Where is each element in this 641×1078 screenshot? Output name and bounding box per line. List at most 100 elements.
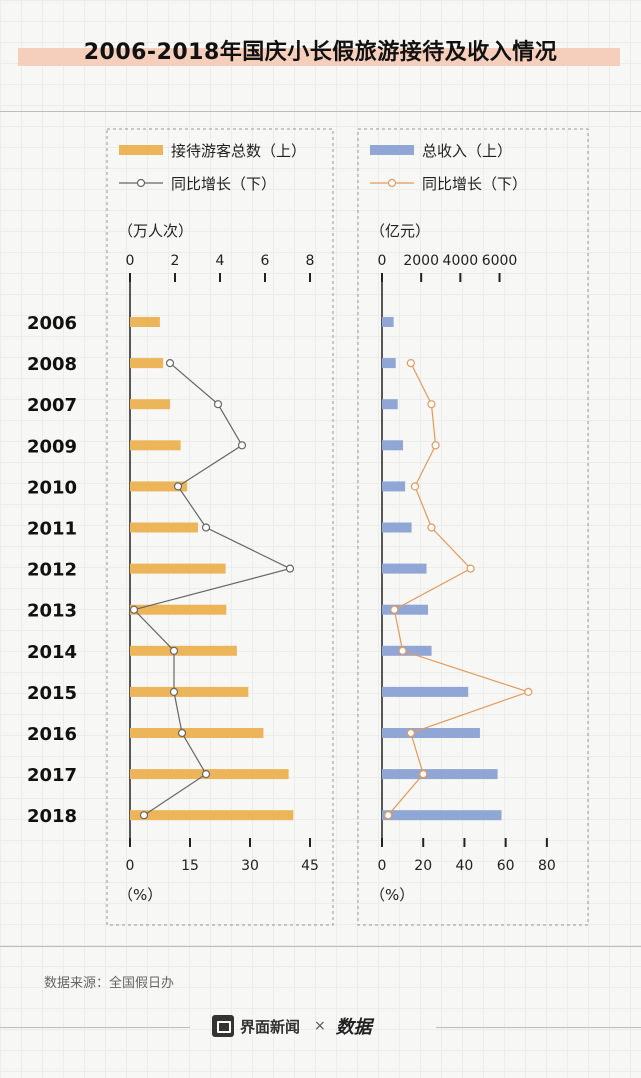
footer-brand: 界面新闻 × 数据 bbox=[212, 1013, 372, 1039]
year-label: 2008 bbox=[27, 354, 77, 375]
revenue-bottom-tick-label: 20 bbox=[414, 858, 432, 874]
revenue-bar bbox=[382, 728, 480, 738]
revenue-bottom-tick-label: 0 bbox=[378, 858, 387, 874]
data-source-note: 数据来源：全国假日办 bbox=[44, 976, 175, 991]
revenue-growth-point bbox=[406, 728, 415, 738]
visitors-bottom-tick-label: 0 bbox=[126, 858, 135, 874]
visitors-growth-point bbox=[177, 728, 187, 738]
revenue-bar bbox=[382, 399, 398, 410]
revenue-growth-point bbox=[406, 359, 415, 368]
visitors-bar bbox=[130, 563, 226, 574]
visitors-legend-bar-label: 接待游客总数（上） bbox=[171, 142, 306, 160]
visitors-top-tick-label: 6 bbox=[261, 253, 270, 269]
visitors-bar bbox=[130, 440, 181, 451]
revenue-bottom-tick-label: 60 bbox=[497, 858, 515, 874]
revenue-bottom-axis-label: （%） bbox=[370, 886, 414, 904]
revenue-top-tick-label: 6000 bbox=[482, 253, 518, 269]
visitors-growth-point bbox=[169, 646, 179, 655]
visitors-bar bbox=[130, 399, 171, 410]
visitors-growth-point bbox=[139, 811, 149, 820]
revenue-bar bbox=[382, 317, 394, 327]
revenue-top-axis-label: （亿元） bbox=[370, 222, 430, 240]
visitors-bar bbox=[130, 317, 160, 327]
visitors-panel-frame bbox=[106, 128, 334, 926]
revenue-panel-frame bbox=[357, 128, 589, 926]
revenue-legend-bar-swatch bbox=[370, 145, 414, 155]
revenue-growth-point bbox=[431, 441, 440, 450]
year-label: 2012 bbox=[27, 560, 77, 581]
header-divider bbox=[0, 111, 641, 112]
visitors-legend-bar-swatch bbox=[119, 145, 163, 155]
visitors-growth-point bbox=[129, 605, 139, 614]
visitors-top-tick-label: 2 bbox=[171, 253, 180, 269]
title-highlight-band bbox=[18, 48, 620, 66]
visitors-bottom-tick-label: 30 bbox=[241, 858, 259, 874]
revenue-growth-point bbox=[466, 564, 475, 573]
revenue-bar bbox=[382, 563, 427, 574]
visitors-bar bbox=[130, 358, 164, 369]
visitors-growth-point bbox=[201, 523, 211, 532]
visitors-top-axis-label: （万人次） bbox=[118, 222, 193, 240]
visitors-growth-point bbox=[213, 400, 223, 409]
brand-name: 界面新闻 bbox=[240, 1017, 301, 1036]
footer-rule-right bbox=[436, 1027, 641, 1028]
revenue-legend-line-marker bbox=[387, 178, 397, 188]
revenue-bar bbox=[382, 769, 498, 780]
visitors-growth-line bbox=[132, 362, 292, 816]
year-label: 2018 bbox=[27, 806, 77, 827]
visitors-growth-point bbox=[237, 441, 247, 450]
revenue-bottom-tick-label: 80 bbox=[538, 858, 556, 874]
revenue-growth-point bbox=[524, 687, 533, 697]
visitors-bar bbox=[130, 481, 188, 492]
visitors-top-tick-label: 0 bbox=[126, 253, 135, 269]
visitors-top-tick-label: 4 bbox=[216, 253, 225, 269]
visitors-growth-point bbox=[165, 359, 175, 368]
revenue-growth-point bbox=[427, 523, 436, 532]
revenue-growth-point bbox=[410, 482, 420, 491]
visitors-bottom-tick-label: 15 bbox=[181, 858, 199, 874]
revenue-growth-point bbox=[398, 646, 407, 655]
year-label: 2015 bbox=[27, 683, 77, 704]
revenue-top-tick-label: 0 bbox=[378, 253, 387, 269]
revenue-bar bbox=[382, 604, 429, 615]
year-label: 2017 bbox=[27, 765, 77, 786]
revenue-growth-point bbox=[384, 811, 393, 820]
year-label: 2009 bbox=[27, 436, 77, 457]
visitors-top-tick-label: 8 bbox=[306, 253, 315, 269]
visitors-bottom-axis-label: （%） bbox=[118, 886, 162, 904]
revenue-growth-point bbox=[419, 769, 428, 779]
revenue-growth-point bbox=[390, 605, 399, 614]
visitors-bar bbox=[130, 728, 264, 738]
revenue-top-tick-label: 2000 bbox=[403, 253, 439, 269]
revenue-bar bbox=[382, 645, 432, 656]
revenue-bar bbox=[382, 686, 469, 697]
revenue-growth-line bbox=[387, 362, 531, 816]
year-label: 2013 bbox=[27, 601, 77, 622]
year-label: 2016 bbox=[27, 724, 77, 745]
visitors-growth-point bbox=[173, 482, 183, 491]
revenue-legend-bar-label: 总收入（上） bbox=[422, 142, 512, 160]
revenue-legend-line-label: 同比增长（下） bbox=[422, 175, 527, 193]
revenue-bar bbox=[382, 810, 502, 821]
visitors-bar bbox=[130, 686, 249, 697]
chart-canvas: 2006200820072009201020112012201320142015… bbox=[27, 128, 589, 926]
year-label: 2010 bbox=[27, 477, 77, 498]
revenue-bottom-tick-label: 40 bbox=[456, 858, 474, 874]
visitors-bar bbox=[130, 522, 198, 533]
visitors-growth-point bbox=[201, 769, 211, 779]
visitors-bar bbox=[130, 645, 237, 656]
jiemian-logo-icon bbox=[212, 1015, 234, 1037]
revenue-bar bbox=[382, 481, 406, 492]
revenue-bar bbox=[382, 440, 403, 451]
datamine-logo: 数据 bbox=[335, 1017, 372, 1038]
revenue-growth-point bbox=[427, 400, 436, 409]
year-label: 2006 bbox=[27, 313, 77, 334]
visitors-legend-line-marker bbox=[136, 178, 146, 188]
revenue-bar bbox=[382, 522, 412, 533]
visitors-bar bbox=[130, 604, 227, 615]
revenue-bar bbox=[382, 358, 396, 369]
year-label: 2014 bbox=[27, 642, 77, 663]
footer-rule-left bbox=[0, 1027, 190, 1028]
year-label: 2007 bbox=[27, 395, 77, 416]
revenue-top-tick-label: 4000 bbox=[443, 253, 479, 269]
